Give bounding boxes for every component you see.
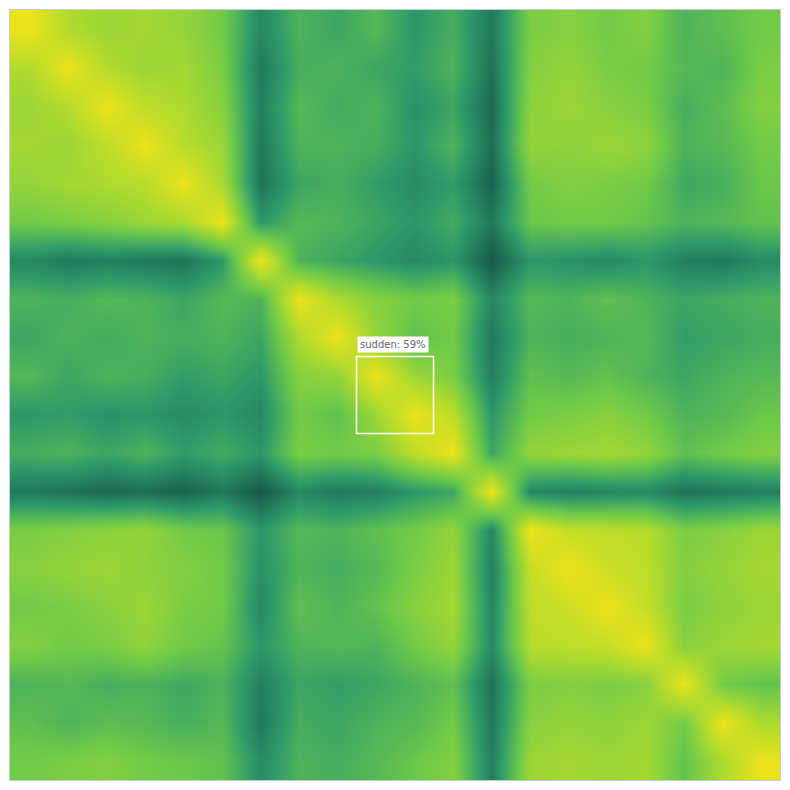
svg-text:sudden: 59%: sudden: 59% <box>360 339 426 350</box>
